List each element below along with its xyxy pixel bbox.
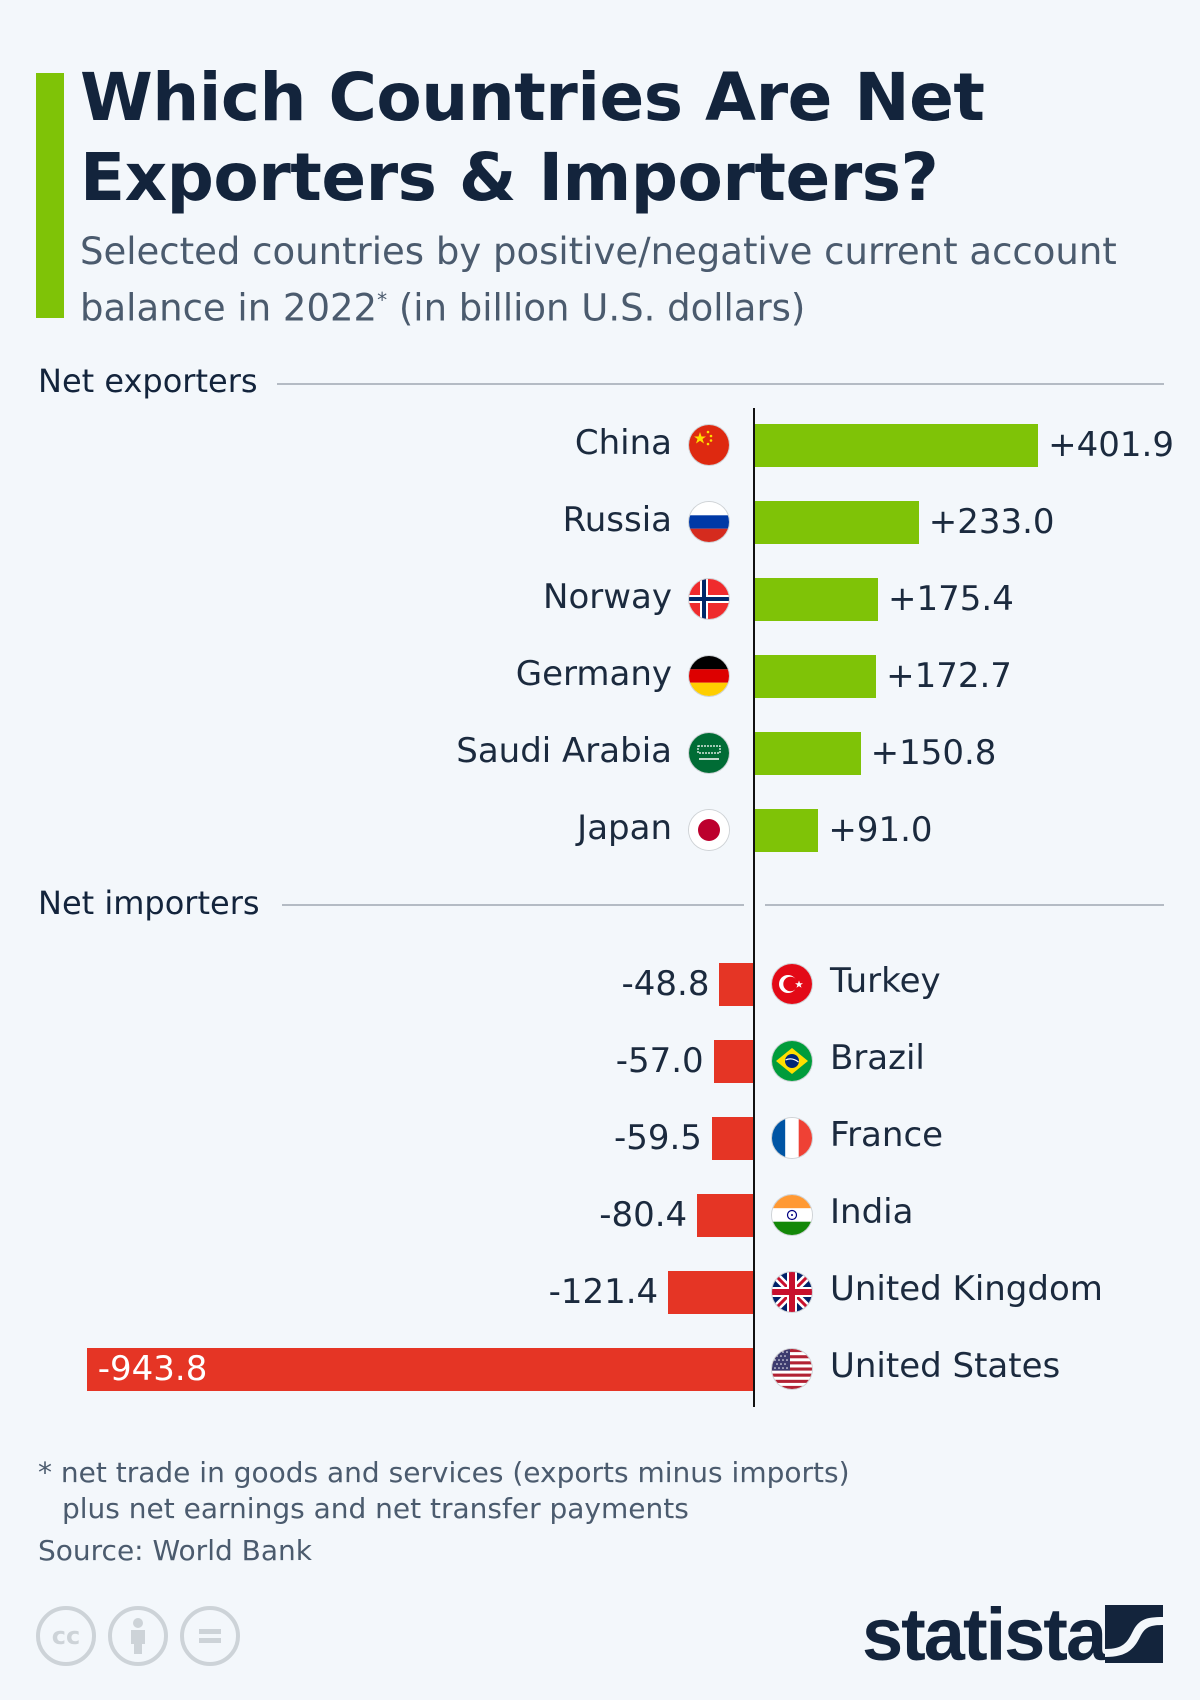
subtitle-footnote-mark: * bbox=[377, 288, 388, 312]
title-accent-bar bbox=[36, 73, 64, 318]
value-label: +150.8 bbox=[870, 733, 997, 773]
bar-france[interactable] bbox=[711, 1117, 754, 1160]
usa-flag-icon bbox=[772, 1349, 812, 1389]
value-label: -80.4 bbox=[599, 1195, 688, 1235]
attribution-icon[interactable] bbox=[108, 1606, 168, 1666]
value-label: +175.4 bbox=[888, 579, 1014, 619]
country-label: India bbox=[830, 1192, 914, 1232]
bar-germany[interactable] bbox=[754, 655, 877, 698]
japan-flag-icon bbox=[689, 810, 729, 850]
country-label: Saudi Arabia bbox=[456, 731, 672, 771]
value-label: -943.8 bbox=[97, 1349, 208, 1389]
statista-logo[interactable]: statista bbox=[862, 1593, 1107, 1676]
value-label: -48.8 bbox=[621, 964, 710, 1004]
importers-divider-left bbox=[282, 904, 744, 906]
country-label: United Kingdom bbox=[830, 1269, 1103, 1309]
country-label: Brazil bbox=[830, 1038, 925, 1078]
bar-norway[interactable] bbox=[754, 578, 878, 621]
zero-axis bbox=[753, 408, 755, 1407]
norway-flag-icon bbox=[689, 579, 729, 619]
cc-icon[interactable]: cc bbox=[36, 1606, 96, 1666]
footnote-line-1: * net trade in goods and services (expor… bbox=[38, 1456, 850, 1489]
bar-united-states[interactable] bbox=[86, 1348, 754, 1391]
bar-brazil[interactable] bbox=[713, 1040, 754, 1083]
country-label: Norway bbox=[543, 577, 672, 617]
country-label: Japan bbox=[577, 808, 672, 848]
bar-turkey[interactable] bbox=[719, 963, 754, 1006]
brazil-flag-icon bbox=[772, 1041, 812, 1081]
country-label: Russia bbox=[562, 500, 672, 540]
country-label: China bbox=[574, 423, 672, 463]
section-net-importers: Net importers bbox=[38, 884, 260, 922]
bar-russia[interactable] bbox=[754, 501, 919, 544]
saudi-arabia-flag-icon bbox=[689, 733, 729, 773]
subtitle-unit: (in billion U.S. dollars) bbox=[387, 286, 806, 330]
footnote-line-2: plus net earnings and net transfer payme… bbox=[62, 1492, 689, 1525]
value-label: +91.0 bbox=[828, 810, 933, 850]
statista-logo-mark-icon bbox=[1105, 1605, 1163, 1663]
france-flag-icon bbox=[772, 1118, 812, 1158]
source-text: Source: World Bank bbox=[38, 1534, 312, 1567]
no-derivatives-icon[interactable] bbox=[180, 1606, 240, 1666]
bar-india[interactable] bbox=[697, 1194, 754, 1237]
russia-flag-icon bbox=[689, 502, 729, 542]
chart-title: Which Countries Are Net Exporters & Impo… bbox=[80, 59, 985, 216]
chart-subtitle: Selected countries by positive/negative … bbox=[80, 228, 1180, 332]
value-label: -57.0 bbox=[615, 1041, 704, 1081]
bar-china[interactable] bbox=[754, 424, 1039, 467]
uk-flag-icon bbox=[772, 1272, 812, 1312]
country-label: Germany bbox=[515, 654, 672, 694]
subtitle-text: Selected countries by positive/negative … bbox=[80, 230, 1117, 330]
value-label: +401.9 bbox=[1048, 425, 1174, 465]
value-label: -59.5 bbox=[613, 1118, 702, 1158]
bar-saudi-arabia[interactable] bbox=[754, 732, 861, 775]
country-label: United States bbox=[830, 1346, 1061, 1386]
bar-united-kingdom[interactable] bbox=[668, 1271, 754, 1314]
section-net-exporters: Net exporters bbox=[38, 362, 258, 400]
importers-divider-right bbox=[765, 904, 1164, 906]
bar-japan[interactable] bbox=[754, 809, 819, 852]
turkey-flag-icon bbox=[772, 964, 812, 1004]
china-flag-icon bbox=[689, 425, 729, 465]
value-label: +233.0 bbox=[928, 502, 1055, 542]
value-label: +172.7 bbox=[886, 656, 1012, 696]
germany-flag-icon bbox=[689, 656, 729, 696]
country-label: Turkey bbox=[830, 961, 941, 1001]
india-flag-icon bbox=[772, 1195, 812, 1235]
value-label: -121.4 bbox=[548, 1272, 659, 1312]
exporters-divider bbox=[277, 383, 1164, 385]
country-label: France bbox=[830, 1115, 944, 1155]
